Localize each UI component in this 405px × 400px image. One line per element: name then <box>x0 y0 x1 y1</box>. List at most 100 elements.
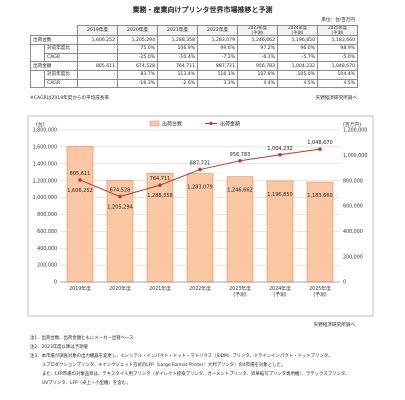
line-data-label: 956,783 <box>230 152 251 158</box>
note-line: UVプリンタ、LFP（卓上・小型機）を含む。 <box>42 381 131 386</box>
x-tick-label: 2019年度 <box>69 285 91 292</box>
bar-data-label: 1,183,660 <box>307 193 332 199</box>
chart-source-label: 矢野経済研究所調べ <box>313 323 355 328</box>
left-tick-label: 1,200,000 <box>33 178 57 184</box>
table-cell: 1,004,232 <box>277 61 318 71</box>
line-point <box>158 183 162 187</box>
table-row: 出荷金額 805,611 674,528 764,711 887,721 956… <box>30 61 358 71</box>
table-indent <box>30 53 45 63</box>
table-row-label: CAGR <box>44 52 78 63</box>
table-row: CAGR - -16.3% -2.6% 3.3% 4.4% 4.5% 4.5% <box>30 78 358 89</box>
x-tick-label: 2021年度 <box>149 285 171 292</box>
source-label: 矢野経済研究所調べ <box>315 96 357 101</box>
table-cell: -16.3% <box>117 78 158 89</box>
right-tick-label: 1,200,000 <box>343 128 367 134</box>
table-cell: 105.0% <box>277 69 318 80</box>
bar <box>66 146 94 283</box>
table-header-cell: 2021年度 <box>157 24 198 37</box>
bar <box>266 180 294 283</box>
table-header-cell: 2025年度 (予測) <box>317 24 358 37</box>
right-tick-label: 600,000 <box>343 204 363 210</box>
left-axis-unit: (台) <box>36 121 45 128</box>
right-tick-label: 200,000 <box>343 254 363 260</box>
table-cell: 1,183,660 <box>317 35 358 45</box>
table-cell: - <box>77 78 118 89</box>
note-line: 注2．2023年度以降は予測値 <box>30 345 88 350</box>
left-tick-label: 1,000,000 <box>33 195 57 201</box>
table-cell: 107.8% <box>237 69 278 80</box>
page-title: 業務・産業向けプリンタ世界市場推移と予測 <box>132 6 273 14</box>
bar <box>306 181 334 283</box>
table-cell: 1,283,079 <box>197 35 238 45</box>
left-tick-label: 600,000 <box>37 229 57 235</box>
legend-line-marker <box>209 121 213 126</box>
table-cell: 1,048,670 <box>317 61 358 71</box>
line-series: 805,611 674,528 764,711 887,721 956,783 1,004… <box>70 140 333 199</box>
table-header-cell: 2023年度 (予測) <box>237 24 278 37</box>
right-axis-unit: (百万円) <box>343 122 361 128</box>
table-cell: - <box>77 69 118 80</box>
bar-data-label: 1,205,294 <box>107 205 132 211</box>
table-cell: 1,205,294 <box>117 35 158 45</box>
table-cell: 805,611 <box>77 61 118 71</box>
x-tick-label: 2025年度 <box>309 285 331 292</box>
line-data-label: 1,004,232 <box>267 146 292 152</box>
table-cell: -25.0% <box>117 52 158 63</box>
left-tick-label: 1,400,000 <box>33 161 57 167</box>
table-cell: 1,246,662 <box>237 35 278 45</box>
line-point <box>278 152 282 157</box>
note-line: 注3．本市場が調査対象の出力機器を変更し、①シリアル・インパクト・ドット・マトリ… <box>30 354 333 359</box>
note-line: また、LFP市場の対象品目は、テキスタイル用プリンタ（ダイレクト捺染プリンタ、ガ… <box>42 372 350 377</box>
table-cell: - <box>77 43 118 54</box>
bar <box>226 176 254 283</box>
table-cell: - <box>77 52 118 63</box>
table-row-label: 対前年度比 <box>44 69 78 80</box>
legend-bar-swatch <box>149 120 160 127</box>
bar-data-label: 1,246,662 <box>227 188 252 194</box>
table-header-cell: 2020年度 <box>117 24 158 37</box>
x-tick-label: 2023年度 <box>229 285 251 292</box>
right-tick-label: 800,000 <box>343 178 363 184</box>
line-data-label: 805,611 <box>70 171 91 177</box>
legend-line-label: 出荷金額 <box>220 121 240 128</box>
table-header-cell: 2022年度 <box>197 24 238 37</box>
table-row: 対前年度比 - 75.0% 106.9% 99.6% 97.2% 96.0% 9… <box>30 43 358 54</box>
line-data-label: 764,711 <box>150 176 171 182</box>
table-cell: 75.0% <box>117 43 158 54</box>
table-cell: 1,606,252 <box>77 35 118 45</box>
line-point <box>238 159 242 163</box>
table-header-cell: 2019年度 <box>77 24 118 37</box>
bar-data-label: 1,288,358 <box>147 193 172 199</box>
table-cell: 99.6% <box>197 43 238 54</box>
table-row: 出荷台数 1,606,252 1,205,294 1,288,358 1,283… <box>30 35 358 45</box>
line-data-label: 887,721 <box>190 161 211 167</box>
table-cell: -5.7% <box>277 52 318 63</box>
table-cell: 97.2% <box>237 43 278 54</box>
table-cell: 1,196,850 <box>277 35 318 45</box>
table-row-label: CAGR <box>44 78 78 89</box>
legend-bar-label: 出荷台数 <box>162 121 182 128</box>
bar-data-label: 1,196,850 <box>267 192 292 198</box>
bar-series: 1,606,252 1,205,294 1,288,358 1,283,079 1,24… <box>66 146 334 283</box>
table-cell: 83.7% <box>117 69 158 80</box>
table-cell: 956,783 <box>237 61 278 71</box>
line-point <box>198 167 202 172</box>
table-cell: 4.4% <box>237 78 278 89</box>
line-point <box>118 194 122 199</box>
x-tick-label: 2024年度 <box>269 285 291 292</box>
table-cell: 113.4% <box>157 69 198 80</box>
table-indent <box>30 44 45 54</box>
table-row: CAGR - -25.0% -10.4% -7.2% -6.1% -5.7% -… <box>30 52 358 63</box>
x-tick-label: (予測) <box>233 291 246 298</box>
right-tick-label: 0 <box>343 280 346 286</box>
left-tick-label: 400,000 <box>37 246 57 252</box>
bar <box>146 172 174 283</box>
x-tick-label: (予測) <box>273 291 286 298</box>
bar-data-label: 1,283,079 <box>187 185 212 191</box>
table-row-label: 対前年度比 <box>44 43 78 54</box>
table-group-label: 出荷台数 <box>30 35 78 45</box>
table-cell: 4.5% <box>317 78 358 89</box>
left-tick-label: 1,600,000 <box>33 144 57 150</box>
chart-legend: 出荷台数 出荷金額 <box>149 120 240 128</box>
table-indent <box>30 79 45 89</box>
